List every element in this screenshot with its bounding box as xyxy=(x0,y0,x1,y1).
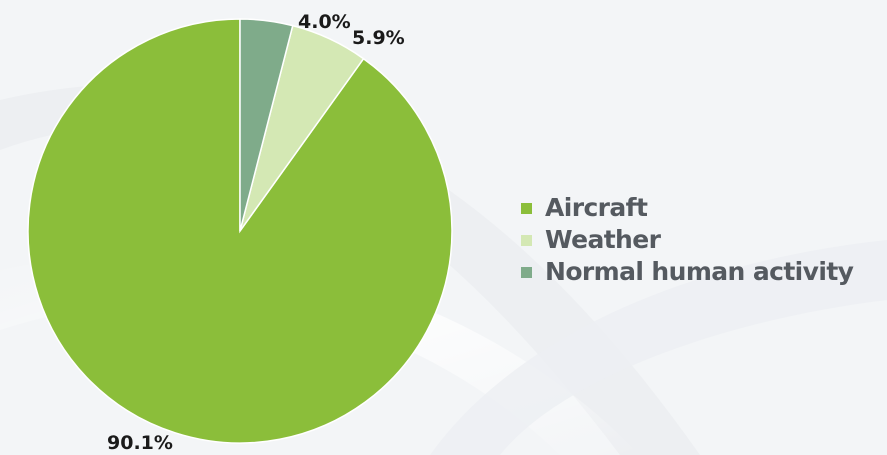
data-label-aircraft: 90.1% xyxy=(107,432,173,454)
legend-swatch-weather xyxy=(521,234,532,246)
chart-legend: Aircraft Weather Normal human activity xyxy=(521,192,881,288)
data-label-weather: 5.9% xyxy=(352,27,405,49)
legend-item-normal-human-activity: Normal human activity xyxy=(521,256,881,288)
data-label-normal-human-activity: 4.0% xyxy=(298,11,351,33)
legend-swatch-aircraft xyxy=(521,202,532,214)
legend-item-weather: Weather xyxy=(521,224,881,256)
legend-swatch-normal-human-activity xyxy=(521,266,532,278)
pie-slices xyxy=(27,18,453,444)
legend-label-normal-human-activity: Normal human activity xyxy=(545,257,854,286)
pie-slice-normal-human-activity xyxy=(239,18,294,232)
pie-labels: 90.1% 5.9%4.0% xyxy=(107,11,405,454)
legend-item-aircraft: Aircraft xyxy=(521,192,881,224)
legend-label-weather: Weather xyxy=(545,225,661,254)
legend-label-aircraft: Aircraft xyxy=(545,193,648,222)
